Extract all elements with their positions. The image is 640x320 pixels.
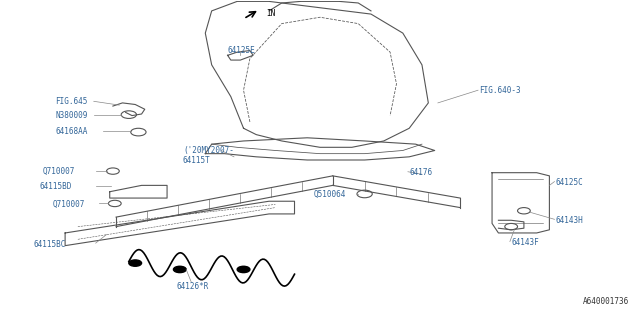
Text: 64126*R: 64126*R: [177, 282, 209, 292]
Text: 64176: 64176: [409, 168, 433, 177]
Circle shape: [237, 266, 250, 273]
Text: 64115BD: 64115BD: [40, 182, 72, 191]
Text: 64115BC: 64115BC: [33, 240, 66, 249]
Text: ('20MY2007-
64115T: ('20MY2007- 64115T: [183, 146, 234, 165]
Text: Q710007: Q710007: [43, 167, 75, 176]
Text: Q710007: Q710007: [52, 200, 84, 209]
Text: FIG.640-3: FIG.640-3: [479, 86, 521, 95]
Text: Q510064: Q510064: [314, 190, 346, 199]
Text: A640001736: A640001736: [583, 297, 629, 306]
Text: 64143F: 64143F: [511, 238, 539, 247]
Text: 64125E: 64125E: [228, 46, 255, 55]
Text: 64143H: 64143H: [556, 216, 584, 225]
Text: 64125C: 64125C: [556, 178, 584, 187]
Text: FIG.645: FIG.645: [56, 97, 88, 106]
Text: IN: IN: [266, 9, 275, 18]
Circle shape: [173, 266, 186, 273]
Circle shape: [129, 260, 141, 266]
Text: N380009: N380009: [56, 111, 88, 120]
Text: 64168AA: 64168AA: [56, 127, 88, 136]
